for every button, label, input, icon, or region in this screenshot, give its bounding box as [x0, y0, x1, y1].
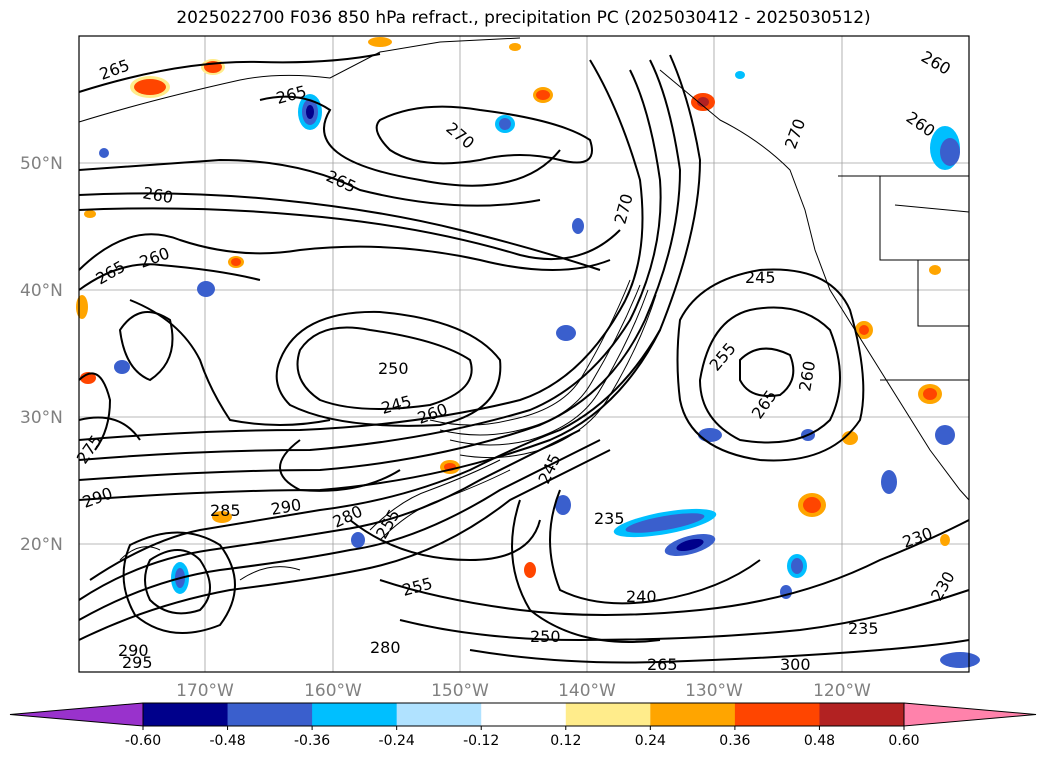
lat-label-50n: 50°N: [20, 154, 63, 174]
lon-label-170w: 170°W: [176, 681, 234, 701]
north-america-coast: [659, 69, 970, 501]
precip-pc-fill: [76, 37, 980, 668]
colorbar-tick-label: -0.12: [463, 733, 499, 749]
lon-label-120w: 120°W: [813, 681, 871, 701]
colorbar-bin: [396, 703, 482, 726]
map-background: [79, 36, 969, 672]
colorbar-tick-label: -0.48: [209, 733, 245, 749]
colorbar-bin: [143, 703, 229, 726]
colorbar-tick-label: 0.60: [888, 733, 919, 749]
contour-label: 285: [210, 501, 241, 520]
contour-label: 295: [122, 653, 153, 672]
lon-label-160w: 160°W: [304, 681, 362, 701]
contour-label: 235: [594, 509, 625, 528]
refractivity-contours-thin: [119, 279, 657, 581]
colorbar-tick-label: -0.24: [379, 733, 415, 749]
contour-label: 280: [370, 638, 401, 657]
colorbar-tick-label: 0.36: [719, 733, 750, 749]
colorbar-bin: [819, 703, 905, 726]
lat-label-20n: 20°N: [20, 535, 63, 555]
longitude-labels: 170°W 160°W 150°W 140°W 130°W 120°W: [176, 681, 871, 701]
colorbar-frame: [142, 702, 905, 727]
contour-label: 245: [745, 268, 776, 287]
colorbar-tick-label: -0.36: [294, 733, 330, 749]
graticule: [79, 36, 969, 672]
colorbar-bin: [650, 703, 736, 726]
lat-label-40n: 40°N: [20, 281, 63, 301]
state-border-1: [879, 176, 969, 261]
colorbar-bin: [565, 703, 651, 726]
colorbar-tick-label: 0.24: [635, 733, 666, 749]
refractivity-contours: [78, 53, 970, 664]
contour-label: 265: [647, 655, 678, 674]
contour-label: 300: [780, 655, 811, 674]
colorbar: -0.60 -0.48 -0.36 -0.24 -0.12 0.12 0.24 0.36 0.4…: [9, 702, 1037, 749]
lon-label-140w: 140°W: [558, 681, 616, 701]
lon-label-130w: 130°W: [685, 681, 743, 701]
alaska-peninsula-coast: [78, 37, 521, 123]
contour-label: 250: [378, 359, 409, 378]
colorbar-tick-label: 0.48: [804, 733, 835, 749]
coastlines: [78, 37, 970, 501]
contour-label: 235: [848, 619, 879, 638]
colorbar-bin: [227, 703, 313, 726]
map-panel: 265 265 270 265 260 265 260 260 270 275 …: [73, 35, 980, 674]
colorbar-bin: [312, 703, 398, 726]
colorbar-bin: [734, 703, 820, 726]
colorbar-over-arrow: [903, 702, 1037, 727]
map-title: 2025022700 F036 850 hPa refract., precip…: [176, 8, 871, 28]
contour-label: 240: [626, 587, 657, 606]
lon-label-150w: 150°W: [431, 681, 489, 701]
colorbar-bin: [481, 703, 567, 726]
colorbar-tick-label: -0.60: [125, 733, 161, 749]
state-border-2: [917, 260, 969, 327]
lat-label-30n: 30°N: [20, 408, 63, 428]
contour-label: 290: [118, 641, 149, 660]
colorbar-under-arrow: [9, 702, 144, 727]
map-frame: [78, 35, 970, 673]
colorbar-tick-label: 0.12: [550, 733, 581, 749]
state-border-3: [894, 204, 970, 213]
latitude-labels: 50°N 40°N 30°N 20°N: [20, 154, 63, 555]
contour-label: 250: [530, 627, 561, 646]
